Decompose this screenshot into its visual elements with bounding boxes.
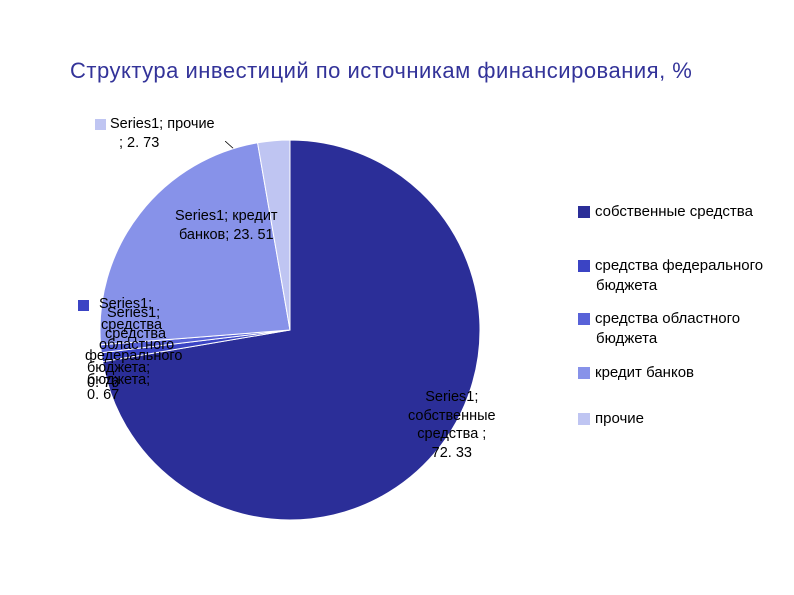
- callout-other-name: прочие: [167, 116, 214, 132]
- legend-label: прочие: [595, 410, 644, 427]
- legend-item-federal: средства федерального бюджета: [578, 256, 778, 296]
- chart-title: Структура инвестиций по источникам финан…: [70, 58, 692, 84]
- legend-item-other: прочие: [578, 409, 778, 429]
- square-icon: [95, 119, 106, 130]
- chart-stage: Структура инвестиций по источникам финан…: [0, 0, 794, 595]
- callout-credit: Series1; кредит банков; 23. 51: [175, 207, 278, 244]
- square-icon: [578, 367, 590, 379]
- square-icon: [578, 260, 590, 272]
- legend-label: собственные средства: [595, 203, 753, 220]
- callout-own: Series1; собственные средства ; 72. 33: [408, 388, 496, 462]
- legend-label: средства областного бюджета: [595, 310, 740, 347]
- callout-fed-reg: Series1; Series1; средства средства обла…: [78, 298, 93, 313]
- callout-own-l4: 72. 33: [432, 445, 472, 461]
- legend-item-regional: средства областного бюджета: [578, 309, 778, 349]
- callout-other-prefix: Series1;: [110, 116, 167, 132]
- legend-label: средства федерального бюджета: [595, 257, 763, 294]
- square-icon: [78, 300, 89, 311]
- callout-credit-line2: банков; 23. 51: [179, 227, 274, 243]
- callout-own-l1: Series1;: [425, 389, 478, 405]
- legend-label: кредит банков: [595, 364, 694, 381]
- square-icon: [578, 206, 590, 218]
- callout-credit-line1: Series1; кредит: [175, 208, 278, 224]
- legend-item-own: собственные средства: [578, 202, 778, 222]
- legend-item-credit: кредит банков: [578, 363, 778, 383]
- legend: собственные средства средства федерально…: [578, 202, 778, 443]
- callout-own-l2: собственные: [408, 408, 496, 424]
- callout-own-l3: средства ;: [417, 426, 486, 442]
- square-icon: [578, 313, 590, 325]
- square-icon: [578, 413, 590, 425]
